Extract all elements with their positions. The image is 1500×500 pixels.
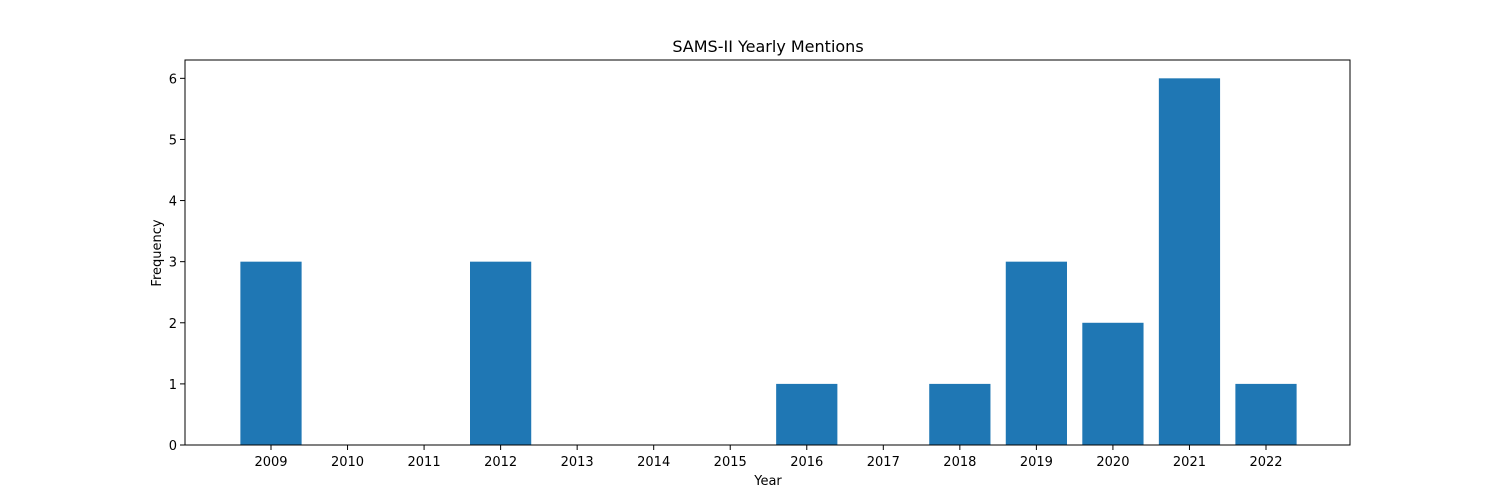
bar-2022 (1235, 383, 1297, 445)
x-tick-label: 2009 (254, 455, 287, 470)
bar-2018 (929, 383, 991, 445)
bars-group (240, 78, 1297, 445)
x-tick-label: 2017 (867, 455, 900, 470)
x-tick-label: 2020 (1096, 455, 1129, 470)
y-tick-label: 2 (169, 317, 177, 332)
x-axis-title: Year (753, 474, 782, 489)
bar-2012 (470, 261, 532, 445)
x-tick-label: 2016 (790, 455, 823, 470)
bar-2016 (776, 383, 838, 445)
y-tick-label: 0 (169, 439, 177, 454)
y-axis-ticks: 0 1 2 3 4 5 6 (169, 72, 185, 454)
plot-area-frame (184, 59, 1351, 446)
y-tick-label: 1 (169, 378, 177, 393)
x-tick-label: 2018 (943, 455, 976, 470)
bar-2021 (1158, 78, 1221, 445)
y-tick-label: 4 (169, 195, 177, 210)
x-tick-label: 2022 (1249, 455, 1282, 470)
chart-title: SAMS-II Yearly Mentions (672, 37, 863, 56)
x-tick-label: 2010 (331, 455, 364, 470)
bar-2019 (1005, 261, 1067, 445)
x-tick-label: 2019 (1020, 455, 1053, 470)
x-axis-ticks: 2009 2010 2011 2012 2013 2014 2015 2016 2017 2018… (254, 445, 1283, 470)
y-tick-label: 3 (169, 256, 177, 271)
y-tick-label: 5 (169, 133, 177, 148)
bar-2009 (240, 261, 302, 445)
x-tick-label: 2014 (637, 455, 670, 470)
bar-2020 (1082, 322, 1144, 445)
x-tick-label: 2013 (561, 455, 594, 470)
y-tick-label: 6 (169, 72, 177, 87)
x-tick-label: 2021 (1173, 455, 1206, 470)
x-tick-label: 2012 (484, 455, 517, 470)
x-tick-label: 2015 (714, 455, 747, 470)
y-axis-title: Frequency (150, 219, 165, 286)
x-tick-label: 2011 (408, 455, 441, 470)
